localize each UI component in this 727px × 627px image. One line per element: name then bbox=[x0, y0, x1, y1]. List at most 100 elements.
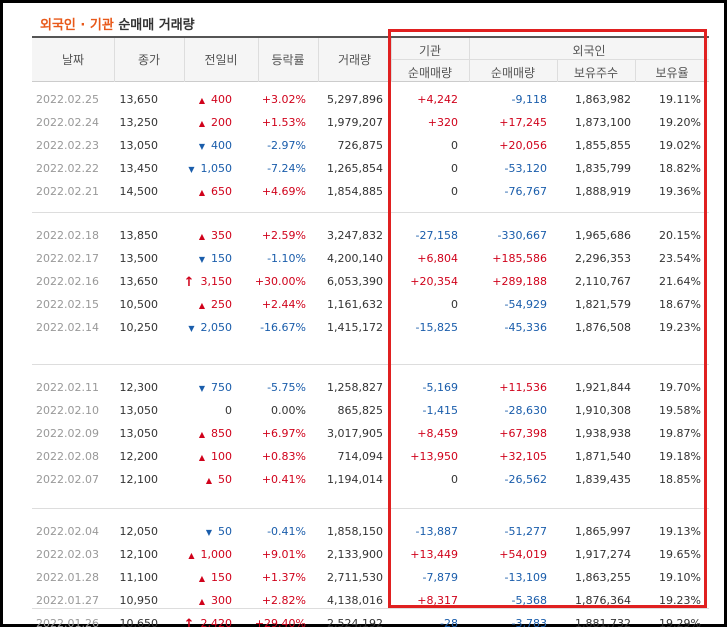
row-date: 2022.01.28 bbox=[36, 571, 99, 584]
header-date: 날짜 bbox=[61, 53, 85, 67]
row-holdings: 1,965,686 bbox=[575, 229, 631, 242]
row-holdings: 1,855,855 bbox=[575, 139, 631, 152]
row-holding-ratio: 19.87% bbox=[659, 427, 701, 440]
row-volume: 1,194,014 bbox=[327, 473, 383, 486]
row-foreign-net: -3,783 bbox=[511, 617, 547, 627]
row-institution-net: 0 bbox=[451, 139, 458, 152]
header-divider bbox=[635, 60, 636, 82]
group-divider bbox=[32, 508, 709, 509]
row-volume: 3,247,832 bbox=[327, 229, 383, 242]
row-close-price: 10,650 bbox=[119, 617, 159, 627]
table-row: 2022.02.21 14,500 ▲ 650 +4.69% 1,854,885 0 -76,… bbox=[32, 180, 709, 203]
row-holdings: 1,821,579 bbox=[575, 298, 631, 311]
title-rest: 순매매 거래량 bbox=[113, 18, 195, 33]
row-change: ▲ 400 bbox=[199, 88, 232, 111]
table-row: 2022.01.28 11,100 ▲ 150 +1.37% 2,711,530 -7,87… bbox=[32, 566, 709, 589]
row-rate: +4.69% bbox=[261, 185, 306, 198]
table-top-border bbox=[32, 36, 709, 38]
row-institution-net: +320 bbox=[427, 116, 458, 129]
header-inst-net: 순매매량 bbox=[407, 66, 453, 80]
row-holding-ratio: 18.82% bbox=[659, 162, 701, 175]
row-close-price: 10,950 bbox=[119, 594, 159, 607]
header-divider bbox=[258, 38, 259, 82]
row-foreign-net: +32,105 bbox=[499, 450, 547, 463]
group-divider bbox=[32, 364, 709, 365]
row-close-price: 13,650 bbox=[119, 93, 159, 106]
up-triangle-icon: ▲ bbox=[198, 596, 205, 606]
row-holding-ratio: 19.11% bbox=[659, 93, 701, 106]
row-institution-net: -15,825 bbox=[415, 321, 458, 334]
row-rate: +2.59% bbox=[261, 229, 306, 242]
row-volume: 2,524,192 bbox=[327, 617, 383, 627]
row-change-value: 100 bbox=[211, 450, 232, 463]
row-volume: 1,415,172 bbox=[327, 321, 383, 334]
row-date: 2022.01.27 bbox=[36, 594, 99, 607]
row-close-price: 12,050 bbox=[119, 525, 159, 538]
row-holdings: 1,938,938 bbox=[575, 427, 631, 440]
row-holdings: 2,110,767 bbox=[575, 275, 631, 288]
table-row: 2022.02.07 12,100 ▲ 50 +0.41% 1,194,014 0 -26,5… bbox=[32, 468, 709, 491]
row-date: 2022.02.10 bbox=[36, 404, 99, 417]
row-change: ▼ 1,050 bbox=[188, 157, 232, 180]
row-change-value: 3,150 bbox=[200, 275, 233, 288]
up-triangle-icon: ▲ bbox=[188, 550, 195, 560]
row-close-price: 10,250 bbox=[119, 321, 159, 334]
row-volume: 714,094 bbox=[337, 450, 384, 463]
header-divider bbox=[184, 38, 185, 82]
header-split-line bbox=[391, 59, 709, 60]
row-holding-ratio: 19.58% bbox=[659, 404, 701, 417]
row-holdings: 1,921,844 bbox=[575, 381, 631, 394]
row-change: ▲ 650 bbox=[199, 180, 232, 203]
header-institution: 기관 bbox=[418, 44, 442, 58]
row-date: 2022.02.25 bbox=[36, 93, 99, 106]
row-foreign-net: -13,109 bbox=[504, 571, 547, 584]
row-rate: +0.83% bbox=[261, 450, 306, 463]
table-row: 2022.02.23 13,050 ▼ 400 -2.97% 726,875 0 +20,05… bbox=[32, 134, 709, 157]
row-date: 2022.02.14 bbox=[36, 321, 99, 334]
row-foreign-net: -51,277 bbox=[504, 525, 547, 538]
row-foreign-net: +289,188 bbox=[492, 275, 547, 288]
table-row: 2022.02.03 12,100 ▲ 1,000 +9.01% 2,133,900 +13… bbox=[32, 543, 709, 566]
row-rate: +0.41% bbox=[261, 473, 306, 486]
row-close-price: 10,500 bbox=[119, 298, 159, 311]
row-volume: 2,133,900 bbox=[327, 548, 383, 561]
row-change-value: 2,420 bbox=[200, 617, 233, 627]
row-change-value: 300 bbox=[211, 594, 232, 607]
upper-limit-arrow-icon: ↑ bbox=[183, 616, 195, 627]
down-triangle-icon: ▼ bbox=[188, 323, 195, 333]
header-change: 전일비 bbox=[204, 53, 238, 67]
header-divider bbox=[557, 60, 558, 82]
row-date: 2022.02.16 bbox=[36, 275, 99, 288]
row-change: ▼ 150 bbox=[199, 247, 232, 270]
row-change: ▲ 850 bbox=[199, 422, 232, 445]
row-close-price: 13,050 bbox=[119, 427, 159, 440]
up-triangle-icon: ▲ bbox=[198, 95, 205, 105]
header-volume: 거래량 bbox=[337, 53, 372, 67]
row-holdings: 1,873,100 bbox=[575, 116, 631, 129]
row-rate: -16.67% bbox=[260, 321, 306, 334]
row-change: ▼ 400 bbox=[199, 134, 232, 157]
row-institution-net: +13,449 bbox=[410, 548, 458, 561]
row-close-price: 12,100 bbox=[119, 548, 159, 561]
row-rate: -1.10% bbox=[267, 252, 306, 265]
row-rate: +2.44% bbox=[261, 298, 306, 311]
up-triangle-icon: ▲ bbox=[198, 452, 205, 462]
row-institution-net: -27,158 bbox=[415, 229, 458, 242]
table-header: 날짜 종가 전일비 등락률 거래량 기관 외국인 순매매량 순매매량 보유주수 … bbox=[32, 38, 709, 82]
row-change-value: 350 bbox=[211, 229, 232, 242]
row-change: ▲ 250 bbox=[199, 293, 232, 316]
row-institution-net: +13,950 bbox=[410, 450, 458, 463]
header-divider bbox=[114, 38, 115, 82]
row-institution-net: +4,242 bbox=[417, 93, 458, 106]
header-foreign-net: 순매매량 bbox=[490, 66, 536, 80]
row-date: 2022.02.15 bbox=[36, 298, 99, 311]
row-change: ▲ 300 bbox=[199, 589, 232, 612]
row-change-value: 1,000 bbox=[200, 548, 233, 561]
row-rate: +9.01% bbox=[261, 548, 306, 561]
table-row: 2022.01.26 10,650 ↑ 2,420 +29.40% 2,524,192 -2… bbox=[32, 612, 709, 627]
row-close-price: 12,100 bbox=[119, 473, 159, 486]
row-volume: 1,265,854 bbox=[327, 162, 383, 175]
highlight-box bbox=[388, 29, 707, 608]
row-foreign-net: -28,630 bbox=[504, 404, 547, 417]
row-volume: 1,258,827 bbox=[327, 381, 383, 394]
